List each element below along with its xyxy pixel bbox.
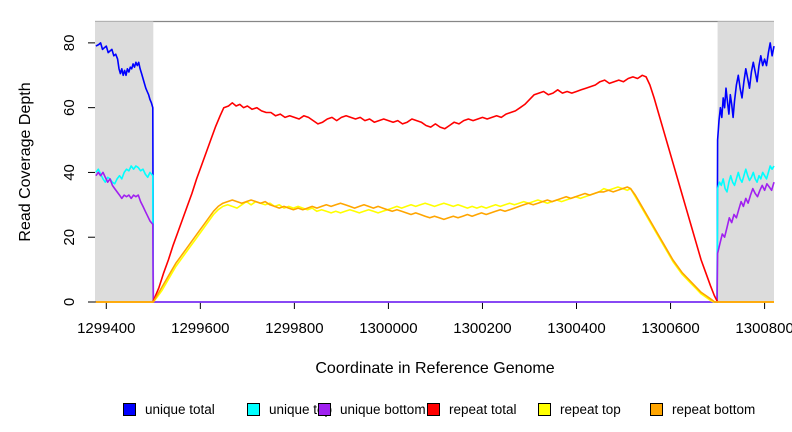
legend-swatch [427,402,440,416]
x-axis-title: Coordinate in Reference Genome [315,360,554,377]
x-tick-label: 1300200 [453,320,511,337]
x-tick-label: 1299800 [265,320,323,337]
legend-label: repeat bottom [672,401,756,417]
legend-label: unique bottom [340,401,426,417]
legend-swatch [247,402,260,416]
y-tick-label: 60 [61,99,78,116]
legend-item-repeat-bottom: repeat bottom [650,401,755,417]
x-tick-label: 1299400 [77,320,135,337]
legend-label: unique total [145,401,215,417]
y-tick-label: 40 [61,164,78,181]
x-tick-label: 1300600 [641,320,699,337]
legend: unique total unique top unique bottom repea… [0,401,792,421]
legend-swatch [650,402,663,416]
y-axis-title: Read Coverage Depth [17,82,34,241]
legend-label: repeat total [449,401,517,417]
axes: 1299400 1299600 1299800 1300000 1300200 13004… [61,35,792,337]
y-tick-label: 0 [61,298,78,306]
legend-label: unique top [269,401,333,417]
shaded-region-left [95,21,154,302]
series-lines [95,42,775,303]
x-tick-label: 1300800 [735,320,792,337]
x-tick-label: 1300400 [547,320,605,337]
series-unique-bottom [95,171,775,303]
y-tick-label: 80 [61,35,78,52]
series-unique-total [95,42,775,303]
series-repeat-total [95,74,774,303]
legend-swatch [318,402,331,416]
legend-item-repeat-top: repeat top [538,401,621,417]
series-unique-top [95,165,775,303]
legend-item-repeat-total: repeat total [427,401,517,417]
x-tick-label: 1300000 [359,320,417,337]
coverage-chart-svg: 1299400 1299600 1299800 1300000 1300200 13004… [17,20,792,377]
legend-label: repeat top [560,401,621,417]
x-tick-label: 1299600 [171,320,229,337]
series-repeat-top [95,186,774,303]
legend-swatch [538,402,551,416]
legend-item-unique-bottom: unique bottom [318,401,426,417]
series-repeat-bottom [95,186,774,303]
y-tick-label: 20 [61,229,78,246]
legend-item-unique-total: unique total [123,401,215,417]
legend-item-unique-top: unique top [247,401,332,417]
legend-swatch [123,402,136,416]
